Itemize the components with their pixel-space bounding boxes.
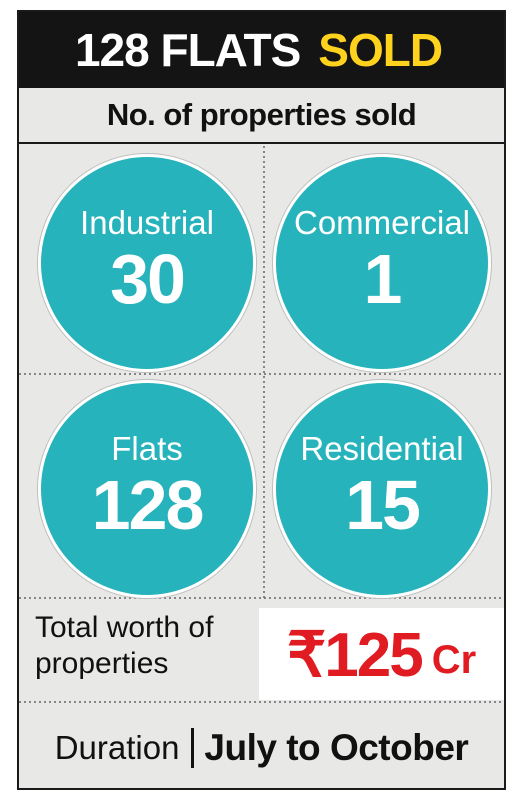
duration-row: Duration July to October xyxy=(19,708,504,788)
headline-accent: SOLD xyxy=(318,24,443,76)
duration-label: Duration xyxy=(54,729,180,766)
bubble-commercial-label: Commercial xyxy=(293,204,471,241)
bubble-industrial-label: Industrial xyxy=(80,204,214,241)
chart-subtitle: No. of properties sold xyxy=(19,88,504,144)
bubble-residential: Residential 15 xyxy=(273,380,491,598)
grid-dividers xyxy=(19,146,504,703)
bubble-commercial: Commercial 1 xyxy=(273,154,491,372)
bubble-residential-label: Residential xyxy=(300,430,464,467)
total-worth-unit: Cr xyxy=(431,637,477,682)
bubble-flats: Flats 128 xyxy=(38,380,256,598)
bubble-flats-label: Flats xyxy=(111,430,183,467)
rupee-symbol: ₹ xyxy=(286,620,326,690)
infographic-card: 128 FLATS SOLD No. of properties sold In… xyxy=(17,10,506,790)
headline-text: 128 FLATS xyxy=(74,24,301,76)
bubble-commercial-value: 1 xyxy=(363,240,403,318)
duration-value: July to October xyxy=(204,727,469,768)
worth-amount-number: 125 xyxy=(324,620,423,690)
bubble-residential-value: 15 xyxy=(345,466,421,544)
headline: 128 FLATS SOLD xyxy=(19,12,504,88)
duration-separator xyxy=(191,728,195,768)
bubble-industrial-value: 30 xyxy=(110,240,186,318)
total-worth-value: ₹125 Cr xyxy=(259,608,504,700)
bubble-flats-value: 128 xyxy=(91,466,205,544)
total-worth-label: Total worth of properties xyxy=(35,611,214,680)
bubble-industrial: Industrial 30 xyxy=(38,154,256,372)
total-worth-amount: ₹125 xyxy=(286,618,424,691)
